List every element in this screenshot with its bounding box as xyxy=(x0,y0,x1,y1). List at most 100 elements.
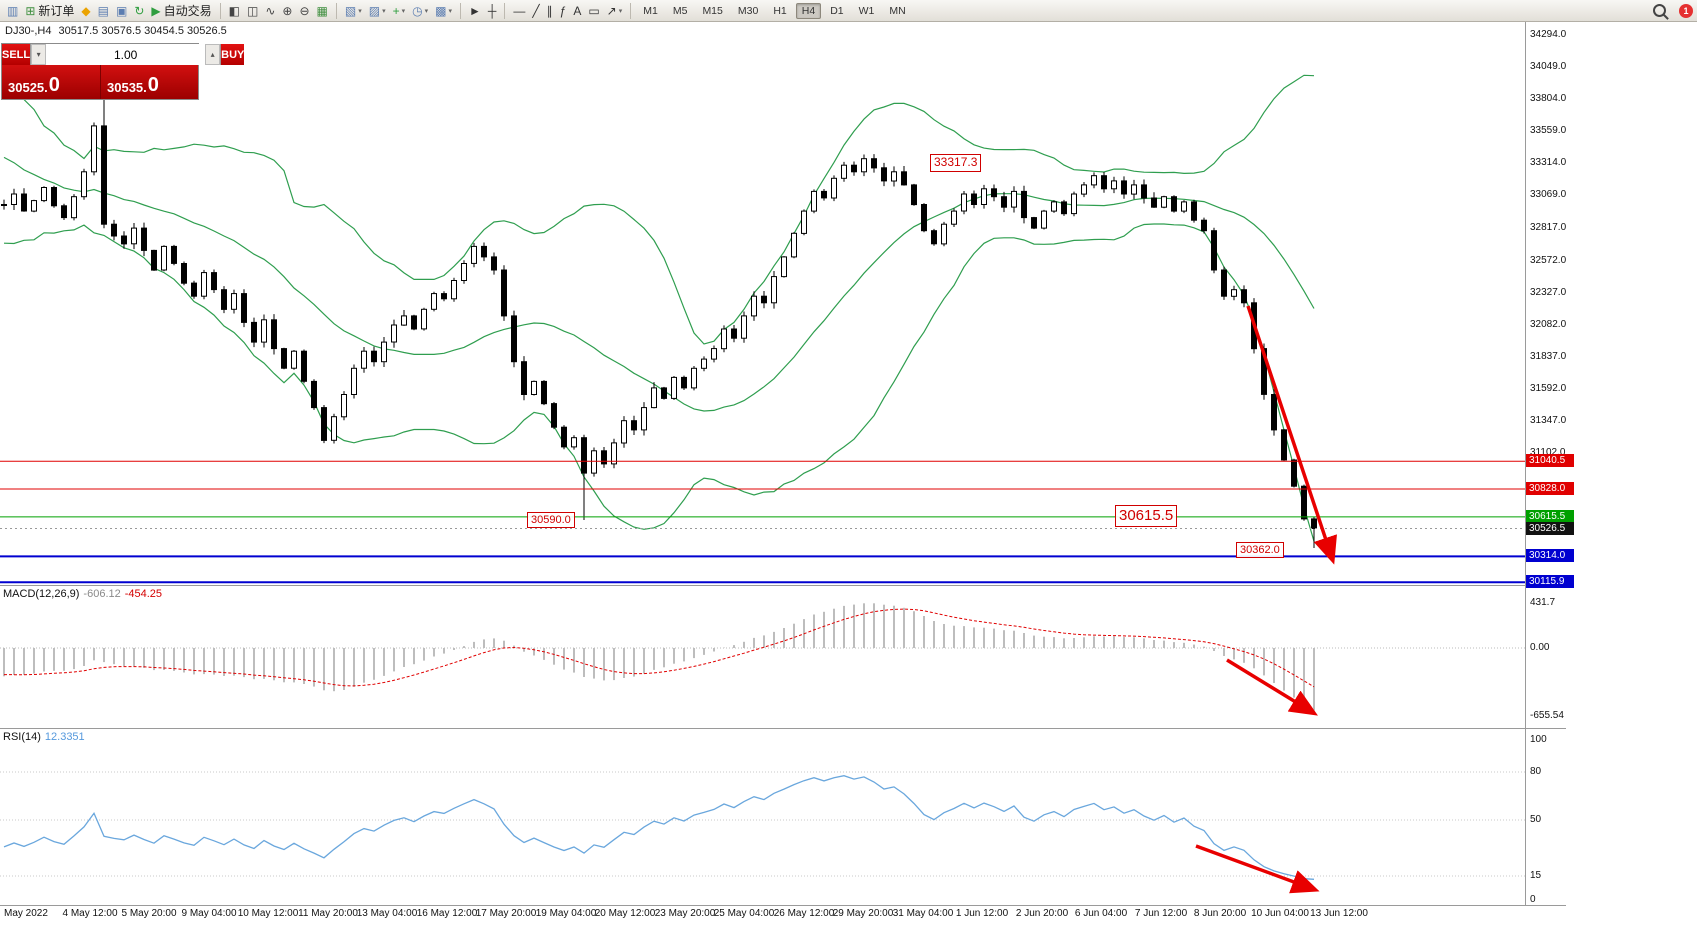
chevron-down-icon: ▾ xyxy=(424,7,429,15)
line-chart-mode-icon: ∿ xyxy=(265,3,276,18)
profiles-icon: ▨ xyxy=(368,3,381,18)
price-axis-label: 31837.0 xyxy=(1530,351,1567,362)
new-order-button-label: 新订单 xyxy=(38,4,75,18)
timeframe-m30[interactable]: M30 xyxy=(737,4,759,17)
arrows-tool-icon: ↗ xyxy=(606,3,617,18)
macd-main-value: -606.12 xyxy=(83,588,121,600)
price-axis-label: 33559.0 xyxy=(1530,125,1567,136)
timeframe-w1[interactable]: W1 xyxy=(858,4,875,17)
data-window-icon: ▤ xyxy=(97,3,109,18)
label-tool-icon[interactable]: ▭ xyxy=(585,2,602,20)
macd-indicator-label: MACD(12,26,9) -606.12 -454.25 xyxy=(3,588,162,600)
line-chart-mode-icon[interactable]: ∿ xyxy=(262,2,278,20)
price-annotation[interactable]: 30615.5 xyxy=(1115,505,1178,527)
trendline-icon: ╱ xyxy=(532,3,540,18)
date-label: 31 May 04:00 xyxy=(892,908,954,919)
buy-button[interactable]: BUY xyxy=(221,44,245,65)
timeframe-mn[interactable]: MN xyxy=(889,4,906,17)
candlestick-mode-icon[interactable]: ◫ xyxy=(244,2,261,20)
timeframe-m5[interactable]: M5 xyxy=(672,4,688,17)
crosshair-icon[interactable]: ┼ xyxy=(485,2,500,20)
refresh-icon: ↻ xyxy=(134,3,145,18)
autotrading-button[interactable]: ▶ 自动交易 xyxy=(148,2,214,20)
date-label: 25 May 04:00 xyxy=(713,908,775,919)
buy-price-big-digit: 0 xyxy=(147,74,159,96)
templates-icon: ▩ xyxy=(435,3,447,18)
tile-windows-icon[interactable]: ▦ xyxy=(314,2,331,20)
date-label: 10 May 12:00 xyxy=(237,908,299,919)
profiles-icon[interactable]: ▨ ▾ xyxy=(366,2,389,20)
notifications-badge[interactable]: 1 xyxy=(1679,3,1693,18)
date-label: 16 May 12:00 xyxy=(416,908,478,919)
autotrading-button-label: 自动交易 xyxy=(163,4,212,18)
sell-price-big-digit: 0 xyxy=(48,74,60,96)
rsi-line xyxy=(3,775,1315,880)
timeframe-h4[interactable]: H4 xyxy=(795,2,822,19)
navigator-icon[interactable]: ▣ xyxy=(113,2,130,20)
toolbar-separator xyxy=(504,2,506,19)
buy-price-display[interactable]: 30535. 0 xyxy=(100,65,198,99)
market-watch-icon[interactable]: ◆ xyxy=(78,2,93,20)
channel-icon[interactable]: ∥ xyxy=(544,2,556,20)
date-label: 10 Jun 04:00 xyxy=(1251,908,1309,919)
new-order-button[interactable]: ⊞ 新订单 xyxy=(22,2,77,20)
volume-input[interactable] xyxy=(46,44,206,65)
price-annotation[interactable]: 33317.3 xyxy=(930,154,982,172)
add-indicator-icon[interactable]: + ▾ xyxy=(390,2,409,20)
rsi-value: 12.3351 xyxy=(44,731,85,743)
one-click-trading-panel: SELL ▾ ▴ BUY 30525.0 30535.0 xyxy=(1,43,245,100)
rsi-axis-label: 15 xyxy=(1530,870,1542,881)
date-label: 13 May 04:00 xyxy=(356,908,418,919)
date-label: 7 Jun 12:00 xyxy=(1134,908,1188,919)
search-icon[interactable] xyxy=(1653,4,1666,17)
rsi-indicator-label: RSI(14) 12.3351 xyxy=(3,731,85,743)
chevron-down-icon: ▾ xyxy=(401,7,406,15)
rsi-axis-label: 0 xyxy=(1530,894,1536,905)
price-axis-label: 33069.0 xyxy=(1530,189,1567,200)
templates-icon[interactable]: ▩ ▾ xyxy=(432,2,455,20)
price-axis-label: 32082.0 xyxy=(1530,319,1567,330)
price-annotation[interactable]: 30590.0 xyxy=(527,512,575,529)
refresh-icon[interactable]: ↻ xyxy=(131,2,147,20)
timeframe-m15[interactable]: M15 xyxy=(702,4,723,17)
date-label: 8 Jun 20:00 xyxy=(1193,908,1247,919)
sell-price-display[interactable]: 30525. 0 xyxy=(2,65,100,99)
zoom-in-icon[interactable]: ⊕ xyxy=(279,2,295,20)
trend-arrow[interactable] xyxy=(1226,658,1318,716)
fibonacci-icon[interactable]: ƒ xyxy=(557,2,570,20)
trendline-icon[interactable]: ╱ xyxy=(529,2,542,20)
arrows-tool-icon[interactable]: ↗ ▾ xyxy=(604,2,626,20)
text-tool-icon: A xyxy=(573,3,582,18)
volume-down-button[interactable]: ▾ xyxy=(31,44,47,65)
date-label: 2 Jun 20:00 xyxy=(1015,908,1069,919)
horizontal-line-icon: ― xyxy=(513,3,526,18)
date-label: 19 May 04:00 xyxy=(535,908,597,919)
text-tool-icon[interactable]: A xyxy=(570,2,584,20)
macd-signal-value: -454.25 xyxy=(124,588,163,600)
charts-window-icon[interactable]: ▥ xyxy=(4,2,21,20)
macd-axis-label: -655.54 xyxy=(1530,710,1564,721)
periods-icon: ◷ xyxy=(412,3,423,18)
timeframe-h1[interactable]: H1 xyxy=(773,4,787,17)
horizontal-line-icon[interactable]: ― xyxy=(510,2,528,20)
periods-icon[interactable]: ◷ ▾ xyxy=(409,2,431,20)
data-window-icon[interactable]: ▤ xyxy=(95,2,112,20)
new-order-button: ⊞ xyxy=(25,3,36,18)
bar-chart-mode-icon[interactable]: ◧ xyxy=(226,2,243,20)
fibonacci-icon: ƒ xyxy=(559,3,567,18)
symbol-ohlc-values: 30517.5 30576.5 30454.5 30526.5 xyxy=(58,25,227,37)
new-chart-icon[interactable]: ▧ ▾ xyxy=(342,2,365,20)
timeframe-d1[interactable]: D1 xyxy=(830,4,844,17)
main-toolbar: ▥ ⊞ 新订单 ◆ ▤ ▣ ↻ ▶ 自动交易 ◧ ◫ ∿ ⊕ ⊖ ▦ ▧ ▾ ▨ ▾ + ▾ ◷ ▾ ▩ ▾ ► ┼ ― ╱ ∥ ƒ A ▭ ↗ ▾… xyxy=(0,0,1697,22)
cursor-icon[interactable]: ► xyxy=(466,2,484,20)
date-label: 17 May 20:00 xyxy=(475,908,537,919)
trend-arrow[interactable] xyxy=(1246,305,1337,565)
trend-arrow[interactable] xyxy=(1195,844,1320,894)
sell-button[interactable]: SELL xyxy=(2,44,31,65)
volume-up-button[interactable]: ▴ xyxy=(205,44,221,65)
price-annotation[interactable]: 30362.0 xyxy=(1236,542,1284,559)
zoom-out-icon[interactable]: ⊖ xyxy=(296,2,312,20)
timeframe-m1[interactable]: M1 xyxy=(643,4,658,17)
date-label: 1 Jun 12:00 xyxy=(955,908,1009,919)
